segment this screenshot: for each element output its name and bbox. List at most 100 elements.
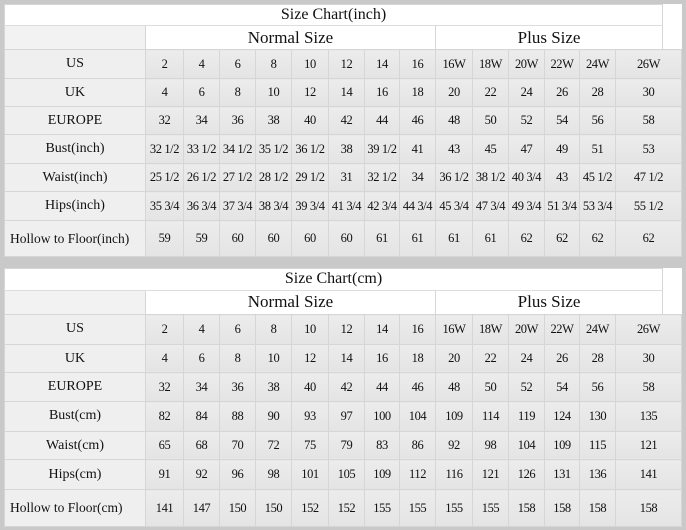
size-cell: 39 3/4 <box>291 191 329 221</box>
size-cell: 28 <box>579 343 616 374</box>
size-cell: 100 <box>364 401 400 432</box>
size-cell: 8 <box>255 314 292 345</box>
size-cell: 36 1/2 <box>435 163 473 192</box>
chart-title: Size Chart(cm) <box>3 268 664 291</box>
size-cell: 109 <box>435 401 473 432</box>
size-cell: 62 <box>615 220 682 257</box>
size-cell: 18 <box>399 343 436 374</box>
size-cell: 26 <box>544 78 580 107</box>
size-cell: 75 <box>291 430 329 461</box>
size-cell: 158 <box>508 489 545 527</box>
size-chart-cm: Size Chart(cm) Normal Size Plus Size US 2 4 6 8… <box>3 268 682 527</box>
size-cell: 61 <box>472 220 509 257</box>
size-cell: 48 <box>435 372 473 403</box>
table-row: Waist(cm) 65 68 70 72 75 79 83 86 92 98 104 109 115 12… <box>4 430 682 461</box>
size-cell: 109 <box>544 430 580 461</box>
group-plus-size: Plus Size <box>434 289 664 316</box>
size-cell: 24 <box>508 78 545 107</box>
size-cell: 61 <box>435 220 473 257</box>
size-cell: 82 <box>145 401 184 432</box>
size-cell: 20W <box>508 49 545 79</box>
size-cell: 79 <box>328 430 365 461</box>
size-cell: 96 <box>219 459 256 491</box>
size-cell: 58 <box>615 372 682 403</box>
size-cell: 52 <box>508 372 545 403</box>
header-blank <box>4 25 146 50</box>
size-cell: 46 <box>399 372 436 403</box>
size-cell: 14 <box>364 314 400 345</box>
size-cell: 42 <box>328 372 365 403</box>
size-cell: 150 <box>255 489 292 527</box>
size-cell: 45 3/4 <box>435 191 473 221</box>
size-cell: 47 3/4 <box>472 191 509 221</box>
size-cell: 158 <box>579 489 616 527</box>
size-cell: 155 <box>472 489 509 527</box>
size-cell: 8 <box>255 49 292 79</box>
table-row: UK 4 6 8 10 12 14 16 18 20 22 24 26 28 30 <box>4 78 682 107</box>
size-cell: 35 3/4 <box>145 191 184 221</box>
size-cell: 38 <box>255 372 292 403</box>
table-row: Bust(inch) 32 1/2 33 1/2 34 1/2 35 1/2 36 1/2… <box>4 134 682 164</box>
size-cell: 46 <box>399 106 436 135</box>
size-cell: 39 1/2 <box>364 134 400 164</box>
size-cell: 43 <box>544 163 580 192</box>
size-cell: 92 <box>183 459 220 491</box>
size-cell: 22W <box>544 314 580 345</box>
row-label: Hollow to Floor(cm) <box>4 489 146 527</box>
size-cell: 152 <box>328 489 365 527</box>
size-cell: 14 <box>364 49 400 79</box>
size-cell: 40 <box>291 106 329 135</box>
size-cell: 59 <box>183 220 220 257</box>
size-cell: 155 <box>364 489 400 527</box>
size-cell: 53 <box>615 134 682 164</box>
size-cell: 16 <box>399 49 436 79</box>
size-cell: 72 <box>255 430 292 461</box>
size-cell: 26 <box>544 343 580 374</box>
table-row: EUROPE 32 34 36 38 40 42 44 46 48 50 52 54 56 58 <box>4 372 682 403</box>
size-cell: 61 <box>399 220 436 257</box>
size-cell: 33 1/2 <box>183 134 220 164</box>
size-cell: 26W <box>615 49 682 79</box>
size-cell: 45 <box>472 134 509 164</box>
size-cell: 2 <box>145 314 184 345</box>
row-label: Bust(inch) <box>4 134 146 164</box>
size-cell: 32 <box>145 106 184 135</box>
size-cell: 65 <box>145 430 184 461</box>
size-cell: 50 <box>472 106 509 135</box>
size-cell: 18 <box>399 78 436 107</box>
table-row: US 2 4 6 8 10 12 14 16 16W 18W 20W 22W 24W 26W <box>4 49 682 79</box>
size-cell: 8 <box>219 343 256 374</box>
size-cell: 105 <box>328 459 365 491</box>
size-cell: 50 <box>472 372 509 403</box>
size-cell: 60 <box>328 220 365 257</box>
row-label: US <box>4 314 146 345</box>
size-cell: 88 <box>219 401 256 432</box>
size-cell: 38 <box>255 106 292 135</box>
size-cell: 59 <box>145 220 184 257</box>
size-cell: 45 1/2 <box>579 163 616 192</box>
size-cell: 24W <box>579 49 616 79</box>
size-cell: 32 1/2 <box>145 134 184 164</box>
row-label: Waist(cm) <box>4 430 146 461</box>
size-cell: 10 <box>255 343 292 374</box>
size-cell: 12 <box>291 78 329 107</box>
size-cell: 29 1/2 <box>291 163 329 192</box>
size-cell: 32 <box>145 372 184 403</box>
size-cell: 22W <box>544 49 580 79</box>
size-cell: 86 <box>399 430 436 461</box>
size-cell: 41 <box>399 134 436 164</box>
table-row: Hips(cm) 91 92 96 98 101 105 109 112 116 121 126 131… <box>4 459 682 491</box>
size-cell: 115 <box>579 430 616 461</box>
size-cell: 18W <box>472 49 509 79</box>
size-cell: 40 <box>291 372 329 403</box>
table-row: Hollow to Floor(cm) 141 147 150 150 152 152 155… <box>4 489 682 527</box>
size-cell: 14 <box>328 78 365 107</box>
size-cell: 38 <box>328 134 365 164</box>
size-cell: 60 <box>255 220 292 257</box>
size-cell: 41 3/4 <box>328 191 365 221</box>
table-row: EUROPE 32 34 36 38 40 42 44 46 48 50 52 54 56 58 <box>4 106 682 135</box>
size-cell: 40 3/4 <box>508 163 545 192</box>
size-cell: 36 <box>219 106 256 135</box>
row-label: UK <box>4 78 146 107</box>
size-cell: 56 <box>579 372 616 403</box>
